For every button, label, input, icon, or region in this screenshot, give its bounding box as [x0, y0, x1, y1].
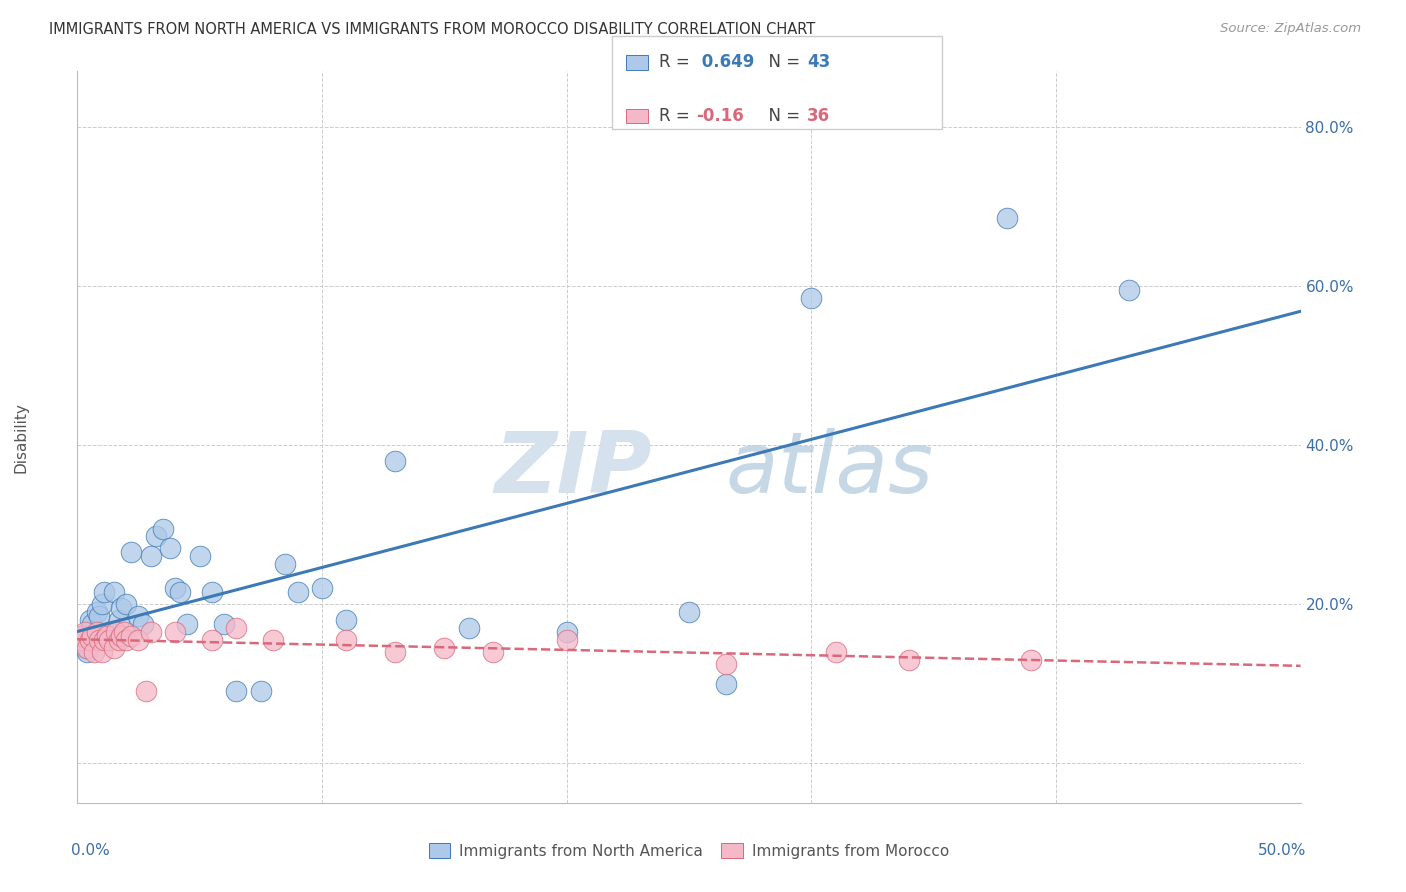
Point [287, 585, 309, 599]
Text: 0.649: 0.649 [696, 54, 755, 71]
Point [225, 684, 247, 698]
Point [714, 657, 737, 671]
Point [79, 613, 101, 627]
Point [145, 529, 167, 543]
Point [262, 632, 284, 647]
Point [555, 624, 578, 639]
Point [115, 632, 138, 647]
Text: R =: R = [659, 107, 696, 125]
Point [212, 616, 235, 631]
Point [139, 624, 162, 639]
Point [132, 616, 155, 631]
Text: R =: R = [659, 54, 696, 71]
Text: 43: 43 [807, 54, 831, 71]
Point [86, 605, 108, 619]
Point [176, 616, 198, 631]
Point [90, 645, 112, 659]
Point [86, 624, 108, 639]
Point [152, 521, 174, 535]
Point [120, 629, 142, 643]
Point [159, 541, 181, 556]
Point [1118, 283, 1140, 297]
Text: N =: N = [758, 54, 806, 71]
Text: Source: ZipAtlas.com: Source: ZipAtlas.com [1220, 22, 1361, 36]
Point [120, 545, 142, 559]
Point [384, 645, 406, 659]
Text: 0.0%: 0.0% [72, 843, 110, 858]
Point [824, 645, 846, 659]
Point [83, 645, 105, 659]
Point [89, 609, 111, 624]
Point [108, 632, 131, 647]
Point [93, 585, 115, 599]
Point [201, 632, 224, 647]
Point [127, 632, 149, 647]
Point [482, 645, 505, 659]
Text: 36: 36 [807, 107, 830, 125]
Point [225, 621, 247, 635]
Point [201, 585, 224, 599]
Point [457, 621, 479, 635]
Point [105, 624, 128, 639]
Point [96, 629, 118, 643]
Point [127, 609, 149, 624]
Point [73, 624, 96, 639]
Point [115, 597, 138, 611]
Point [335, 613, 357, 627]
Point [69, 632, 91, 647]
Point [112, 624, 135, 639]
Point [108, 613, 131, 627]
Point [135, 684, 157, 698]
Y-axis label: Disability: Disability [14, 401, 28, 473]
Point [139, 549, 162, 564]
Point [169, 585, 191, 599]
Point [384, 454, 406, 468]
Point [110, 629, 132, 643]
Text: -0.16: -0.16 [696, 107, 744, 125]
Point [76, 640, 98, 655]
Point [555, 632, 578, 647]
Point [93, 632, 115, 647]
Text: IMMIGRANTS FROM NORTH AMERICA VS IMMIGRANTS FROM MOROCCO DISABILITY CORRELATION : IMMIGRANTS FROM NORTH AMERICA VS IMMIGRA… [49, 22, 815, 37]
Point [250, 684, 273, 698]
Point [103, 640, 125, 655]
Point [311, 581, 333, 595]
Point [188, 549, 211, 564]
Text: N =: N = [758, 107, 806, 125]
Point [80, 629, 103, 643]
Point [165, 624, 187, 639]
Text: ZIP: ZIP [495, 428, 652, 511]
Point [995, 211, 1018, 226]
Point [69, 632, 91, 647]
Point [70, 629, 93, 643]
Point [83, 632, 105, 647]
Text: atlas: atlas [725, 428, 934, 511]
Legend: Immigrants from North America, Immigrants from Morocco: Immigrants from North America, Immigrant… [423, 837, 955, 864]
Point [80, 616, 103, 631]
Point [70, 629, 93, 643]
Point [103, 585, 125, 599]
Point [98, 624, 121, 639]
Point [89, 632, 111, 647]
Point [335, 632, 357, 647]
Point [165, 581, 187, 595]
Point [433, 640, 456, 655]
Point [274, 558, 297, 572]
Point [110, 601, 132, 615]
Point [898, 653, 921, 667]
Point [98, 632, 121, 647]
Point [678, 605, 700, 619]
Point [90, 597, 112, 611]
Point [76, 645, 98, 659]
Text: 50.0%: 50.0% [1258, 843, 1306, 858]
Point [800, 291, 823, 305]
Point [79, 632, 101, 647]
Point [1021, 653, 1043, 667]
Point [714, 676, 737, 690]
Point [73, 640, 96, 655]
